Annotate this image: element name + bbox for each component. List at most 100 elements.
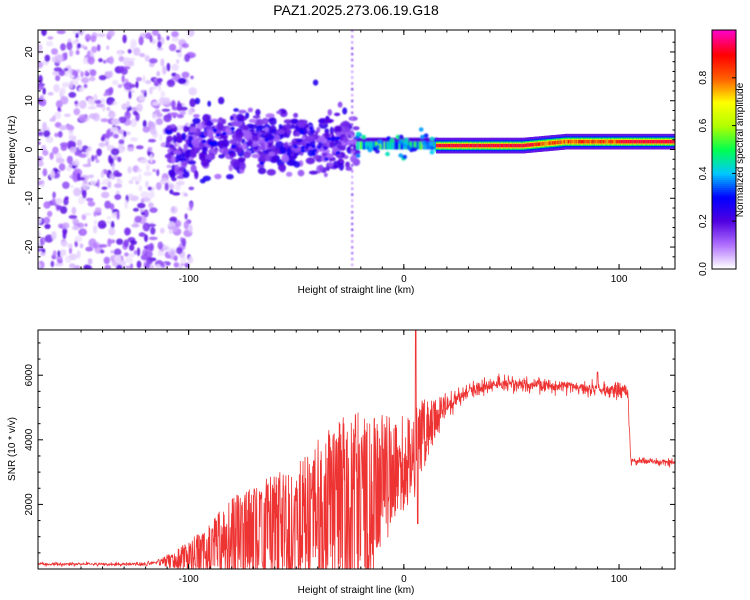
energy-blob — [49, 152, 54, 160]
energy-blob — [418, 127, 424, 132]
energy-blob — [295, 131, 301, 137]
spectrogram-y-tick-label: 20 — [24, 46, 35, 58]
energy-band — [591, 140, 594, 144]
energy-blob — [78, 196, 85, 205]
energy-blob — [229, 139, 238, 145]
energy-band — [664, 140, 668, 144]
energy-blob — [98, 244, 108, 248]
energy-blob — [68, 243, 73, 249]
energy-blob — [201, 139, 207, 144]
energy-blob — [80, 44, 85, 49]
colorbar-segment — [712, 265, 736, 268]
energy-blob — [81, 181, 89, 190]
energy-blob — [145, 80, 152, 85]
energy-blob — [351, 117, 354, 120]
energy-blob — [324, 157, 329, 161]
energy-blob — [212, 128, 218, 132]
energy-band — [625, 140, 629, 144]
energy-blob — [103, 92, 108, 97]
energy-blob — [53, 67, 63, 72]
energy-blob — [102, 59, 107, 64]
energy-blob — [42, 122, 47, 131]
energy-blob — [116, 238, 124, 245]
energy-blob — [91, 155, 95, 162]
energy-band — [477, 143, 480, 148]
energy-blob — [118, 139, 125, 145]
energy-blob — [149, 35, 153, 43]
energy-blob — [351, 187, 354, 190]
energy-blob — [278, 124, 283, 129]
colorbar-segment — [712, 267, 736, 270]
energy-blob — [100, 249, 105, 254]
energy-blob — [271, 155, 279, 163]
energy-band — [631, 140, 634, 144]
energy-blob — [180, 160, 188, 166]
energy-band — [540, 142, 543, 146]
colorbar-segment — [712, 203, 736, 206]
energy-blob — [351, 234, 354, 237]
colorbar-segment — [712, 31, 736, 35]
energy-blob — [196, 136, 204, 142]
energy-blob — [351, 158, 354, 161]
energy-blob — [297, 169, 305, 177]
snr-panel: -100 0 100 2000 4000 6000 Height of straight … — [7, 329, 676, 596]
energy-blob — [39, 252, 46, 257]
energy-blob — [138, 185, 143, 192]
energy-blob — [87, 105, 97, 110]
energy-blob — [148, 202, 154, 209]
energy-blob — [208, 140, 213, 144]
energy-band — [413, 141, 417, 150]
energy-blob — [106, 45, 110, 50]
energy-band — [416, 141, 420, 150]
colorbar-segment — [712, 91, 736, 95]
energy-band — [522, 143, 525, 148]
spectrogram-x-tick-label: -100 — [179, 274, 199, 285]
energy-blob — [127, 49, 132, 54]
energy-blob — [142, 126, 151, 133]
energy-blob — [155, 182, 162, 191]
energy-band — [400, 141, 403, 150]
colorbar-segment — [712, 155, 736, 159]
energy-blob — [71, 160, 80, 166]
energy-blob — [177, 52, 183, 58]
spectrogram-y-tick-label: 0 — [24, 146, 35, 152]
energy-band — [373, 141, 376, 150]
energy-blob — [171, 100, 176, 109]
colorbar-tick-label: 0.0 — [698, 262, 709, 276]
energy-blob — [198, 152, 206, 161]
energy-blob — [162, 245, 170, 251]
colorbar-segment — [712, 39, 736, 43]
snr-y-axis-label: SNR (10 * v/v) — [7, 417, 18, 481]
spectrogram-marks — [38, 30, 675, 269]
energy-band — [610, 140, 613, 144]
colorbar-segment — [712, 177, 736, 180]
energy-band — [560, 140, 564, 144]
energy-blob — [188, 224, 193, 233]
energy-blob — [332, 160, 341, 169]
energy-blob — [349, 139, 358, 145]
colorbar-segment — [712, 147, 736, 151]
energy-blob — [131, 176, 139, 181]
energy-blob — [60, 96, 69, 105]
energy-blob — [43, 201, 51, 209]
energy-blob — [260, 142, 265, 151]
energy-band — [641, 140, 644, 144]
energy-blob — [240, 124, 249, 131]
energy-band — [437, 143, 440, 148]
energy-blob — [429, 150, 435, 155]
energy-blob — [351, 30, 354, 32]
energy-band — [496, 143, 500, 148]
energy-blob — [398, 134, 404, 139]
energy-blob — [173, 262, 180, 268]
energy-band — [551, 141, 555, 145]
energy-blob — [269, 128, 278, 134]
colorbar-segment — [712, 161, 736, 165]
energy-band — [555, 140, 559, 145]
energy-blob — [243, 151, 251, 159]
energy-band — [576, 140, 580, 144]
energy-blob — [64, 113, 71, 118]
energy-blob — [108, 56, 115, 65]
colorbar-segment — [712, 197, 736, 200]
colorbar-segment — [712, 33, 736, 37]
energy-blob — [148, 236, 158, 241]
